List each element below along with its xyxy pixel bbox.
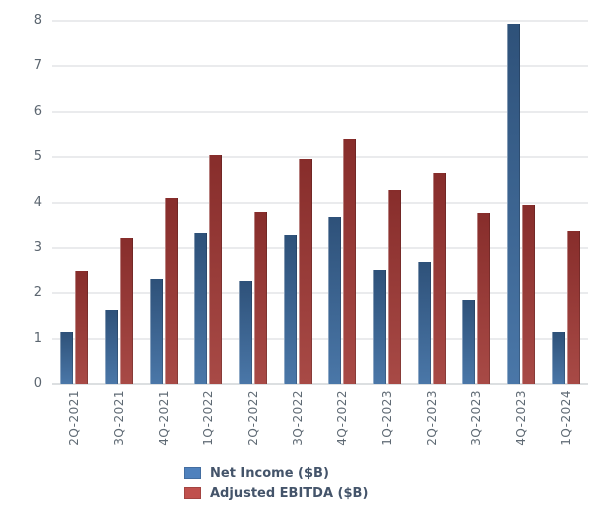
plot-area xyxy=(52,20,588,385)
x-label-cell-3Q-2022: 3Q-2022 xyxy=(275,390,320,462)
category-group-3Q-2022 xyxy=(275,21,320,384)
category-group-3Q-2021 xyxy=(97,21,142,384)
category-group-1Q-2023 xyxy=(365,21,410,384)
gridline-3 xyxy=(52,246,588,249)
y-tick-label-8: 8 xyxy=(33,13,42,28)
gridline-6 xyxy=(52,110,588,113)
bar-net-income-3Q-2021 xyxy=(105,310,118,384)
category-group-1Q-2024 xyxy=(543,21,588,384)
bar-adjusted-ebitda-3Q-2023 xyxy=(477,213,491,384)
gridline-8 xyxy=(52,20,588,22)
bar-adjusted-ebitda-4Q-2022 xyxy=(343,138,357,384)
bar-adjusted-ebitda-1Q-2024 xyxy=(566,230,580,384)
gridline-2 xyxy=(52,292,588,295)
x-tick-label-1Q-2022: 1Q-2022 xyxy=(201,390,216,446)
y-tick-label-5: 5 xyxy=(33,149,42,165)
bar-net-income-1Q-2023 xyxy=(373,270,387,384)
x-tick-label-3Q-2021: 3Q-2021 xyxy=(112,390,126,446)
y-axis-labels: 0 1 2 3 4 5 6 7 8 xyxy=(0,13,44,391)
legend-item-net-income: Net Income ($B) xyxy=(184,465,368,481)
bar-net-income-1Q-2022 xyxy=(194,233,208,384)
bar-net-income-3Q-2022 xyxy=(283,235,297,384)
x-tick-label-2Q-2021: 2Q-2021 xyxy=(67,390,82,446)
x-label-cell-1Q-2023: 1Q-2023 xyxy=(365,390,410,462)
bar-adjusted-ebitda-1Q-2022 xyxy=(209,155,223,384)
adjusted-ebitda-swatch xyxy=(184,487,201,499)
category-group-3Q-2023 xyxy=(454,21,499,384)
x-tick-label-2Q-2023: 2Q-2023 xyxy=(424,390,439,446)
y-tick-label-6: 6 xyxy=(33,103,42,119)
x-tick-label-1Q-2024: 1Q-2024 xyxy=(558,390,573,446)
bar-adjusted-ebitda-4Q-2023 xyxy=(522,205,536,384)
category-group-4Q-2023 xyxy=(499,21,544,384)
x-label-cell-2Q-2022: 2Q-2022 xyxy=(231,390,276,462)
x-label-cell-2Q-2021: 2Q-2021 xyxy=(52,390,97,462)
bar-adjusted-ebitda-3Q-2022 xyxy=(298,158,312,384)
bar-adjusted-ebitda-2Q-2022 xyxy=(254,212,268,384)
legend-item-adjusted-ebitda: Adjusted EBITDA ($B) xyxy=(184,485,369,501)
y-tick-label-0: 0 xyxy=(33,376,42,391)
x-tick-label-4Q-2023: 4Q-2023 xyxy=(514,390,529,446)
bar-adjusted-ebitda-1Q-2023 xyxy=(388,190,402,384)
gridline-4 xyxy=(52,201,588,204)
y-tick-label-1: 1 xyxy=(33,330,42,346)
x-label-cell-4Q-2022: 4Q-2022 xyxy=(320,390,365,462)
y-tick-label-3: 3 xyxy=(33,239,42,255)
x-label-cell-4Q-2021: 4Q-2021 xyxy=(141,390,186,462)
bar-net-income-3Q-2023 xyxy=(462,300,476,384)
gridlines xyxy=(52,20,588,385)
bar-net-income-2Q-2022 xyxy=(239,281,253,384)
category-group-2Q-2021 xyxy=(52,21,97,384)
bar-net-income-2Q-2021 xyxy=(60,332,74,384)
x-tick-label-2Q-2022: 2Q-2022 xyxy=(246,390,261,446)
category-group-4Q-2022 xyxy=(320,21,365,384)
category-group-4Q-2021 xyxy=(141,21,186,384)
bar-net-income-4Q-2022 xyxy=(328,217,342,384)
gridline-5 xyxy=(52,156,588,159)
x-label-cell-1Q-2022: 1Q-2022 xyxy=(186,390,231,462)
category-group-2Q-2023 xyxy=(409,21,454,384)
x-label-cell-3Q-2023: 3Q-2023 xyxy=(454,390,499,462)
y-tick-label-4: 4 xyxy=(33,194,42,210)
bar-net-income-4Q-2021 xyxy=(149,279,163,384)
bars-container xyxy=(52,21,588,384)
y-tick-label-7: 7 xyxy=(33,58,42,74)
x-tick-label-3Q-2022: 3Q-2022 xyxy=(290,390,305,446)
category-group-2Q-2022 xyxy=(231,21,276,384)
y-tick-label-2: 2 xyxy=(33,285,42,301)
x-tick-label-3Q-2023: 3Q-2023 xyxy=(469,390,484,446)
bar-net-income-1Q-2024 xyxy=(551,332,565,384)
bar-net-income-2Q-2023 xyxy=(417,261,431,384)
bar-adjusted-ebitda-4Q-2021 xyxy=(164,197,178,384)
bar-adjusted-ebitda-2Q-2021 xyxy=(75,270,89,384)
x-tick-label-1Q-2023: 1Q-2023 xyxy=(380,390,395,446)
gridline-1 xyxy=(52,337,588,340)
x-axis-line xyxy=(52,383,588,385)
x-tick-label-4Q-2021: 4Q-2021 xyxy=(156,390,171,446)
x-tick-label-4Q-2022: 4Q-2022 xyxy=(335,390,350,446)
bar-adjusted-ebitda-2Q-2023 xyxy=(432,172,446,384)
x-label-cell-4Q-2023: 4Q-2023 xyxy=(499,390,544,462)
net-income-swatch xyxy=(184,467,201,479)
x-label-cell-1Q-2024: 1Q-2024 xyxy=(543,390,588,462)
category-group-1Q-2022 xyxy=(186,21,231,384)
legend: Net Income ($B) Adjusted EBITDA ($B) xyxy=(184,466,368,506)
net-income-legend-label: Net Income ($B) xyxy=(210,465,329,481)
x-label-cell-3Q-2021: 3Q-2021 xyxy=(97,390,142,462)
bar-net-income-4Q-2023 xyxy=(507,24,521,384)
adjusted-ebitda-legend-label: Adjusted EBITDA ($B) xyxy=(210,485,369,501)
gridline-7 xyxy=(52,65,588,68)
x-label-cell-2Q-2023: 2Q-2023 xyxy=(409,390,454,462)
bar-adjusted-ebitda-3Q-2021 xyxy=(120,238,133,384)
x-axis-labels: 2Q-2021 3Q-2021 4Q-2021 1Q-2022 2Q-2022 3Q-20… xyxy=(52,390,588,462)
